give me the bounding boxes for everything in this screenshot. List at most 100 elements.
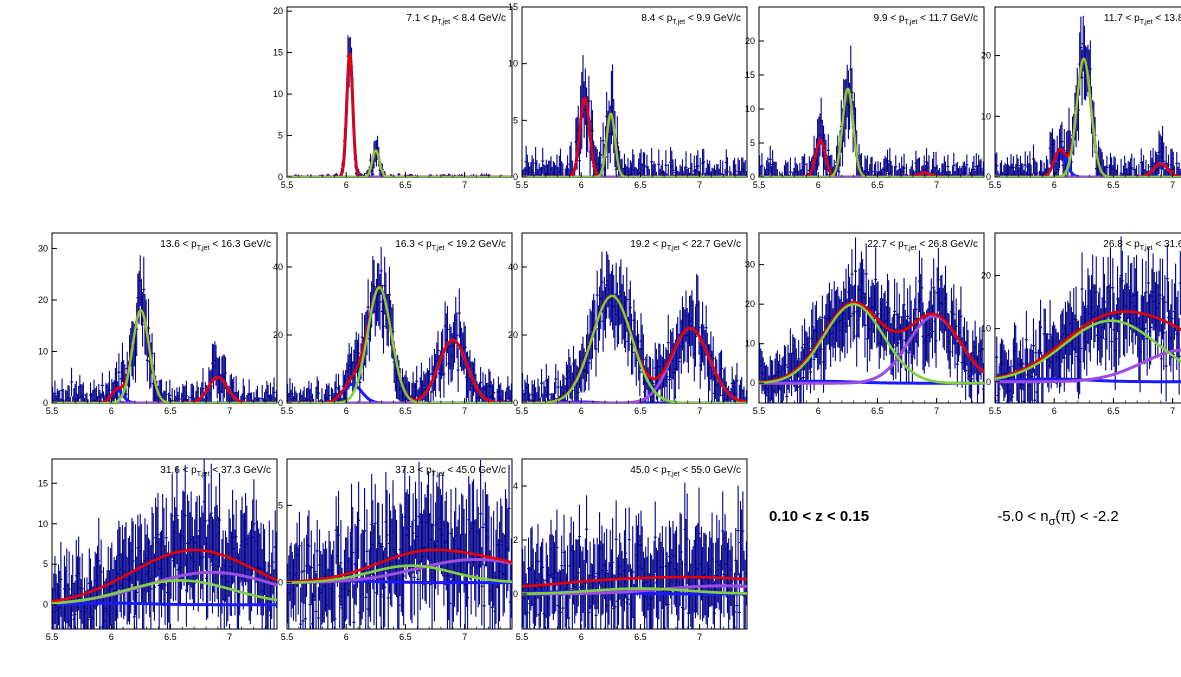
y-tick-label: 0 — [750, 378, 755, 388]
x-tick-label: 6 — [816, 406, 821, 416]
y-tick-label: 20 — [508, 330, 518, 340]
x-tick-label: 5.5 — [753, 406, 766, 416]
panel-title-post: < 37.3 GeV/c — [210, 465, 271, 476]
axis-ticks: 5.5 6 6.5 7 0 10 20 30 — [38, 243, 278, 416]
plot-area — [759, 237, 984, 403]
y-tick-label: 15 — [745, 70, 755, 80]
chart-panel-6: 5.5 6 6.5 7 0 20 40 16.3 < pT,jet < 19.2 GeV/c — [273, 232, 513, 416]
pion-fit-curve-overlay — [522, 294, 747, 403]
y-tick-label: 5 — [513, 115, 518, 125]
x-tick-label: 6 — [109, 632, 114, 642]
y-tick-label: 0 — [986, 377, 991, 387]
x-tick-label: 6.5 — [399, 180, 412, 190]
y-tick-label: 20 — [745, 299, 755, 309]
y-tick-label: 0 — [513, 398, 518, 408]
x-tick-label: 7 — [934, 406, 939, 416]
total-fit-curve — [759, 301, 984, 384]
panel-title-pre: 22.7 < p — [867, 239, 904, 250]
panel-title-post: < 11.7 GeV/c — [917, 13, 978, 24]
chart-panel-3: 5.5 6 6.5 7 0 5 10 15 20 9.9 < pT,jet < 11.7 GeV/… — [745, 6, 985, 190]
panel-title-sub: T,jet — [1140, 245, 1153, 252]
plot-area — [522, 251, 747, 403]
axis-ticks: 5.5 6 6.5 7 0 5 10 15 20 — [745, 36, 985, 190]
y-tick-label: 5 — [278, 500, 283, 510]
panel-title-pre: 16.3 < p — [395, 239, 432, 250]
panel-title: 19.2 < pT,jet < 22.7 GeV/c — [630, 239, 741, 252]
x-tick-label: 6.5 — [399, 632, 412, 642]
plot-area — [287, 246, 512, 403]
pion-fit-curve-overlay — [52, 309, 277, 403]
x-tick-label: 5.5 — [46, 406, 59, 416]
y-tick-label: 20 — [745, 36, 755, 46]
panel-title-pre: 31.6 < p — [160, 465, 197, 476]
panel-title-pre: 37.3 < p — [395, 465, 432, 476]
axis-ticks: 5.5 6 6.5 7 0 5 10 15 — [508, 2, 748, 190]
y-tick-label: 15 — [508, 2, 518, 12]
total-fit-curve — [287, 548, 512, 584]
y-tick-label: 30 — [38, 243, 48, 253]
x-tick-label: 5.5 — [46, 632, 59, 642]
axis-ticks: 5.5 6 6.5 7 0 5 10 15 — [38, 478, 278, 642]
plot-area — [522, 482, 747, 629]
x-tick-label: 6.5 — [1107, 406, 1120, 416]
y-tick-label: 20 — [981, 271, 991, 281]
panel-title: 31.6 < pT,jet < 37.3 GeV/c — [160, 465, 271, 478]
y-tick-label: 10 — [508, 59, 518, 69]
proton-fit-curve — [995, 377, 1181, 384]
panel-title-pre: 13.6 < p — [160, 239, 197, 250]
y-tick-label: 10 — [273, 89, 283, 99]
data-points — [522, 482, 747, 629]
panel-title: 7.1 < pT,jet < 8.4 GeV/c — [406, 13, 506, 26]
plot-area — [522, 55, 747, 177]
panel-title-post: < 16.3 GeV/c — [210, 239, 271, 250]
panel-title-post: < 26.8 GeV/c — [917, 239, 978, 250]
plot-area — [287, 35, 512, 177]
kaon-fit-curve — [995, 348, 1181, 384]
total-fit-curve — [52, 548, 277, 603]
x-tick-label: 6 — [344, 406, 349, 416]
x-tick-label: 6 — [579, 180, 584, 190]
plot-area — [52, 255, 277, 403]
x-tick-label: 5.5 — [281, 406, 294, 416]
plot-frame — [994, 6, 1181, 178]
panel-title: 16.3 < pT,jet < 19.2 GeV/c — [395, 239, 506, 252]
panel-title-post: < 45.0 GeV/c — [445, 465, 506, 476]
axis-ticks: 5.5 6 6.5 7 0 10 20 — [981, 51, 1175, 190]
plot-area — [995, 236, 1181, 403]
x-tick-label: 7 — [934, 180, 939, 190]
y-tick-label: 0 — [43, 600, 48, 610]
axis-ticks: 5.5 6 6.5 7 0 5 — [278, 500, 513, 642]
pion-fit-curve-overlay — [995, 319, 1181, 380]
panel-title-pre: 11.7 < p — [1104, 13, 1140, 24]
y-tick-label: 0 — [278, 172, 283, 182]
y-tick-label: 0 — [750, 172, 755, 182]
x-tick-label: 7 — [462, 632, 467, 642]
y-tick-label: 30 — [745, 260, 755, 270]
panel-title-sub: T,jet — [904, 245, 917, 252]
y-tick-label: 0 — [43, 398, 48, 408]
y-tick-label: 10 — [38, 346, 48, 356]
x-tick-label: 5.5 — [989, 180, 1002, 190]
plot-frame — [521, 6, 748, 178]
y-tick-label: 0 — [986, 172, 991, 182]
axis-ticks: 5.5 6 6.5 7 0 10 20 — [981, 271, 1175, 417]
panel-title-sub: T,jet — [432, 471, 445, 478]
panel-title-sub: T,jet — [197, 471, 210, 478]
axis-ticks: 5.5 6 6.5 7 0 20 40 — [508, 262, 748, 416]
axis-ticks: 5.5 6 6.5 7 0 10 20 30 — [745, 260, 985, 416]
x-tick-label: 6.5 — [871, 180, 884, 190]
panel-title-post: < 31.6 GeV/c — [1153, 239, 1181, 250]
pion-fit-curve-overlay — [759, 303, 984, 385]
y-tick-label: 10 — [981, 111, 991, 121]
y-tick-label: 5 — [750, 138, 755, 148]
x-tick-label: 5.5 — [516, 180, 529, 190]
x-tick-label: 6.5 — [871, 406, 884, 416]
panel-title-sub: T,jet — [437, 19, 450, 26]
y-tick-label: 10 — [745, 104, 755, 114]
x-tick-label: 6 — [579, 406, 584, 416]
y-tick-label: 40 — [508, 262, 518, 272]
pion-fit-curve-overlay — [287, 286, 512, 403]
panel-title: 13.6 < pT,jet < 16.3 GeV/c — [160, 239, 271, 252]
x-tick-label: 7 — [227, 632, 232, 642]
